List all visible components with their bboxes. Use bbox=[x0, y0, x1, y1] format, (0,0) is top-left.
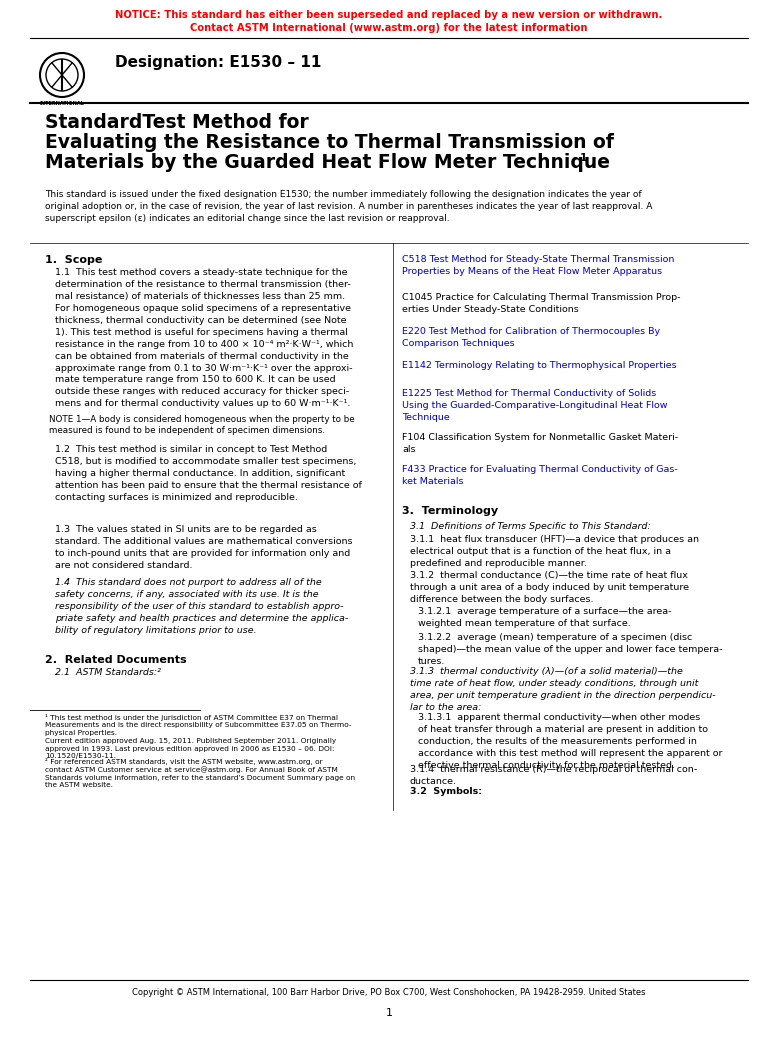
Text: ² For referenced ASTM standards, visit the ASTM website, www.astm.org, or
contac: ² For referenced ASTM standards, visit t… bbox=[45, 758, 355, 788]
Text: Designation: E1530 – 11: Designation: E1530 – 11 bbox=[115, 55, 321, 70]
Text: E1142 Terminology Relating to Thermophysical Properties: E1142 Terminology Relating to Thermophys… bbox=[402, 361, 677, 370]
Text: 3.1.2  thermal conductance (C)—the time rate of heat flux
through a unit area of: 3.1.2 thermal conductance (C)—the time r… bbox=[410, 572, 689, 604]
Text: 3.1.2.2  average (mean) temperature of a specimen (disc
shaped)—the mean value o: 3.1.2.2 average (mean) temperature of a … bbox=[418, 633, 723, 666]
Text: 3.1.4  thermal resistance (R)—the reciprocal of thermal con-
ductance.: 3.1.4 thermal resistance (R)—the recipro… bbox=[410, 765, 697, 786]
Text: This standard is issued under the fixed designation E1530; the number immediatel: This standard is issued under the fixed … bbox=[45, 191, 653, 224]
Text: 3.  Terminology: 3. Terminology bbox=[402, 506, 498, 516]
Text: F104 Classification System for Nonmetallic Gasket Materi-
als: F104 Classification System for Nonmetall… bbox=[402, 433, 678, 454]
Text: ¹ This test method is under the jurisdiction of ASTM Committee E37 on Thermal
Me: ¹ This test method is under the jurisdic… bbox=[45, 714, 352, 736]
Text: 1: 1 bbox=[386, 1008, 392, 1018]
Text: 1: 1 bbox=[580, 153, 587, 163]
Text: Materials by the Guarded Heat Flow Meter Technique: Materials by the Guarded Heat Flow Meter… bbox=[45, 153, 610, 172]
Text: F433 Practice for Evaluating Thermal Conductivity of Gas-
ket Materials: F433 Practice for Evaluating Thermal Con… bbox=[402, 465, 678, 486]
Text: C1045 Practice for Calculating Thermal Transmission Prop-
erties Under Steady-St: C1045 Practice for Calculating Thermal T… bbox=[402, 293, 681, 314]
Text: 2.1  ASTM Standards:²: 2.1 ASTM Standards:² bbox=[55, 668, 161, 677]
Text: Evaluating the Resistance to Thermal Transmission of: Evaluating the Resistance to Thermal Tra… bbox=[45, 133, 614, 152]
Text: 2.  Related Documents: 2. Related Documents bbox=[45, 655, 187, 665]
Text: NOTICE: This standard has either been superseded and replaced by a new version o: NOTICE: This standard has either been su… bbox=[115, 10, 663, 20]
Text: E1225 Test Method for Thermal Conductivity of Solids
Using the Guarded-Comparati: E1225 Test Method for Thermal Conductivi… bbox=[402, 389, 668, 422]
Text: Copyright © ASTM International, 100 Barr Harbor Drive, PO Box C700, West Conshoh: Copyright © ASTM International, 100 Barr… bbox=[132, 988, 646, 997]
Text: 1.4  This standard does not purport to address all of the
safety concerns, if an: 1.4 This standard does not purport to ad… bbox=[55, 578, 349, 635]
Text: Contact ASTM International (www.astm.org) for the latest information: Contact ASTM International (www.astm.org… bbox=[191, 23, 587, 33]
Text: 3.2  Symbols:: 3.2 Symbols: bbox=[410, 787, 482, 796]
Text: 3.1.1  heat flux transducer (HFT)—a device that produces an
electrical output th: 3.1.1 heat flux transducer (HFT)—a devic… bbox=[410, 535, 699, 568]
Text: NOTE 1—A body is considered homogeneous when the property to be
measured is foun: NOTE 1—A body is considered homogeneous … bbox=[49, 415, 355, 435]
Text: 3.1.2.1  average temperature of a surface—the area-
weighted mean temperature of: 3.1.2.1 average temperature of a surface… bbox=[418, 607, 671, 628]
Text: INTERNATIONAL: INTERNATIONAL bbox=[40, 101, 84, 106]
Text: E220 Test Method for Calibration of Thermocouples By
Comparison Techniques: E220 Test Method for Calibration of Ther… bbox=[402, 327, 660, 348]
Text: C518 Test Method for Steady-State Thermal Transmission
Properties by Means of th: C518 Test Method for Steady-State Therma… bbox=[402, 255, 675, 276]
Text: Current edition approved Aug. 15, 2011. Published September 2011. Originally
app: Current edition approved Aug. 15, 2011. … bbox=[45, 738, 336, 759]
Text: 3.1  Definitions of Terms Specific to This Standard:: 3.1 Definitions of Terms Specific to Thi… bbox=[410, 522, 650, 531]
Text: 1.  Scope: 1. Scope bbox=[45, 255, 103, 265]
Text: 3.1.3  thermal conductivity (λ)—(of a solid material)—the
time rate of heat flow: 3.1.3 thermal conductivity (λ)—(of a sol… bbox=[410, 667, 716, 712]
Text: StandardTest Method for: StandardTest Method for bbox=[45, 113, 309, 132]
Text: 1.3  The values stated in SI units are to be regarded as
standard. The additiona: 1.3 The values stated in SI units are to… bbox=[55, 525, 352, 569]
Text: 1.1  This test method covers a steady-state technique for the
determination of t: 1.1 This test method covers a steady-sta… bbox=[55, 268, 353, 408]
Text: 1.2  This test method is similar in concept to Test Method
C518, but is modified: 1.2 This test method is similar in conce… bbox=[55, 445, 362, 502]
Text: 3.1.3.1  apparent thermal conductivity—when other modes
of heat transfer through: 3.1.3.1 apparent thermal conductivity—wh… bbox=[418, 713, 723, 769]
